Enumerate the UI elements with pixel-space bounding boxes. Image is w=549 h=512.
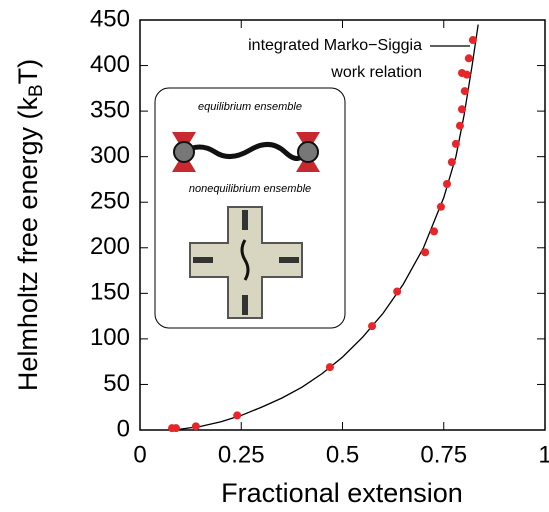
point	[393, 287, 402, 296]
y-tick-label: 350	[90, 96, 130, 123]
y-axis-label: Helmholtz free energy (kBT)	[13, 59, 47, 391]
point	[368, 322, 377, 331]
point	[447, 158, 456, 167]
x-tick-label: 0.5	[326, 441, 359, 468]
point	[451, 139, 460, 148]
y-tick-label: 200	[90, 233, 130, 260]
point	[460, 87, 469, 96]
point	[455, 121, 464, 130]
x-axis-label: Fractional extension	[221, 478, 463, 508]
y-tick-label: 400	[90, 51, 130, 78]
legend-label: work relation	[330, 64, 422, 81]
y-tick-label: 300	[90, 142, 130, 169]
annotation: nonequilibrium ensemble	[189, 183, 311, 195]
legend-label: integrated Marko−Siggia	[248, 37, 422, 54]
point	[421, 248, 430, 257]
x-tick-label: 0.25	[218, 441, 265, 468]
inset: equilibrium ensemble nonequilibrium ense…	[154, 87, 346, 329]
y-label-main: Helmholtz free energy (k	[13, 97, 43, 392]
trap	[296, 132, 320, 172]
legend-point	[458, 69, 466, 77]
y-tick-label: 100	[90, 324, 130, 351]
y-tick-label: 0	[117, 415, 130, 442]
curve	[168, 24, 479, 431]
point	[457, 105, 466, 114]
point	[464, 54, 473, 63]
y-tick-label: 50	[103, 370, 130, 397]
y-tick-label: 250	[90, 188, 130, 215]
bead	[297, 141, 319, 163]
y-tick-label: 150	[90, 279, 130, 306]
x-tick-label: 0	[133, 441, 146, 468]
bead	[173, 141, 195, 163]
x-tick-label: 1	[538, 441, 549, 468]
annotation: equilibrium ensemble	[198, 101, 302, 113]
y-label-sub: B	[26, 84, 47, 97]
point	[430, 227, 439, 236]
point	[325, 363, 334, 372]
y-label-end: T)	[13, 59, 43, 84]
y-tick-label: 450	[90, 5, 130, 32]
point	[436, 202, 445, 211]
x-tick-label: 0.75	[420, 441, 467, 468]
flow-arrows	[193, 210, 299, 315]
point	[191, 422, 200, 431]
point	[233, 411, 242, 420]
polymer	[240, 239, 250, 281]
trap	[172, 132, 196, 172]
point	[442, 180, 451, 188]
point	[172, 424, 181, 433]
polymer	[181, 142, 308, 161]
point	[468, 36, 477, 45]
